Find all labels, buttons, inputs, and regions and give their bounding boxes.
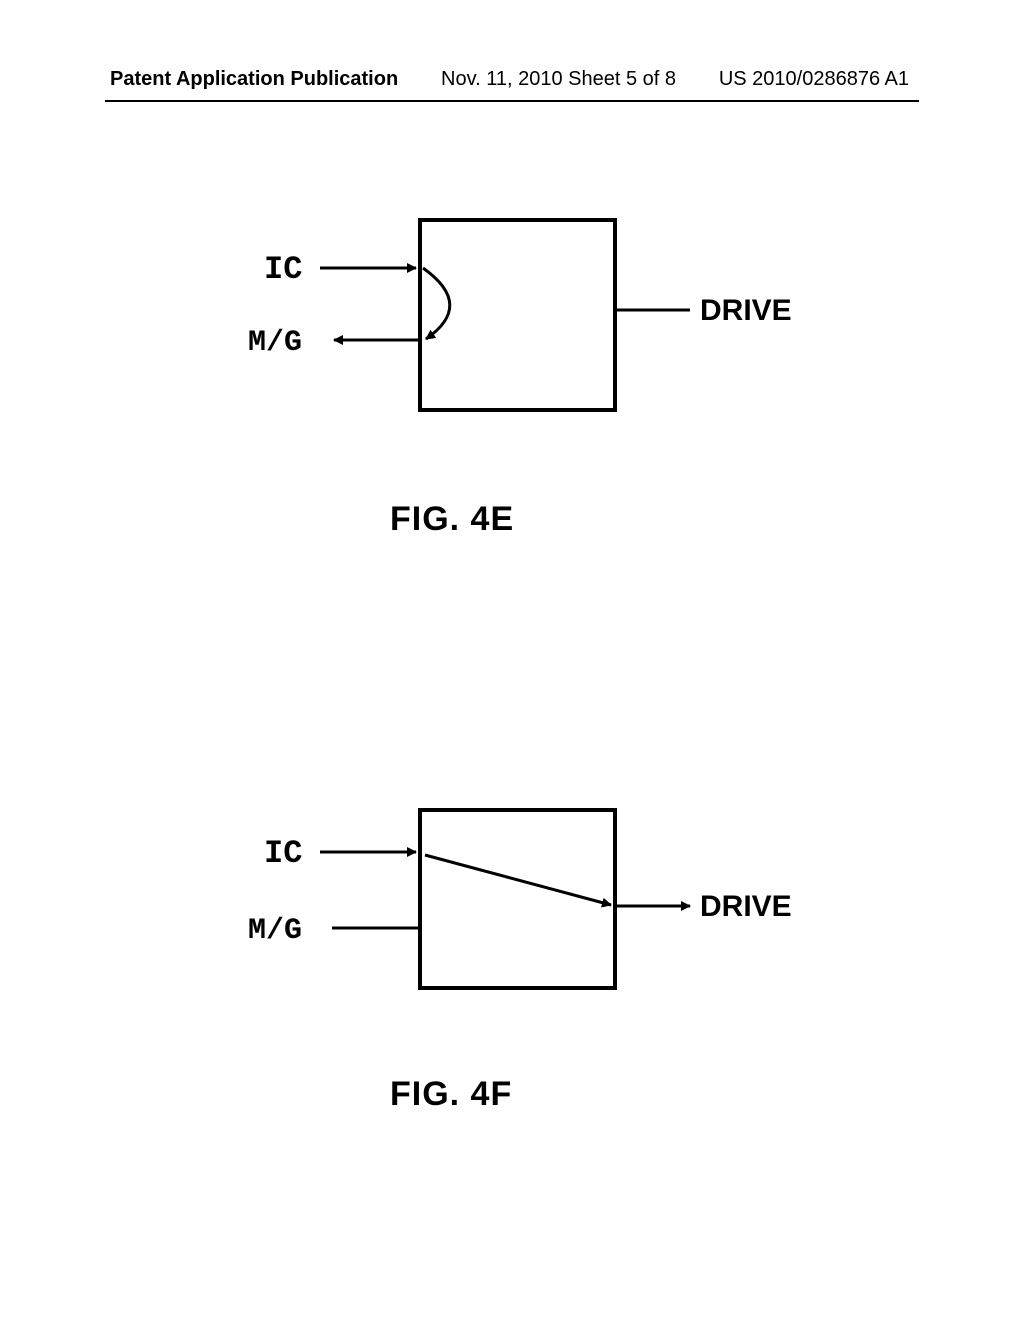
fig4f-drive-label: DRIVE <box>700 890 792 923</box>
fig4e-internal-arc <box>423 268 450 339</box>
fig4f-internal-diag <box>425 855 611 905</box>
fig4f-caption: FIG. 4F <box>390 1075 512 1114</box>
fig4e-ic-label: IC <box>264 251 302 288</box>
page-header: Patent Application Publication Nov. 11, … <box>0 68 1024 91</box>
figure-4f: IC M/G DRIVE <box>130 800 830 1030</box>
header-rule <box>105 100 919 102</box>
fig4e-caption: FIG. 4E <box>390 500 514 539</box>
figure-4e: IC M/G DRIVE <box>130 210 830 450</box>
fig4e-mg-label: M/G <box>248 326 302 360</box>
page: Patent Application Publication Nov. 11, … <box>0 0 1024 1320</box>
fig4e-drive-label: DRIVE <box>700 294 792 327</box>
header-center: Nov. 11, 2010 Sheet 5 of 8 <box>441 68 676 91</box>
figure-4f-svg: IC M/G DRIVE <box>130 800 830 1030</box>
figure-4e-svg: IC M/G DRIVE <box>130 210 830 450</box>
header-left: Patent Application Publication <box>110 68 398 91</box>
fig4f-ic-label: IC <box>264 835 302 872</box>
header-right: US 2010/0286876 A1 <box>719 68 909 91</box>
fig4f-mg-label: M/G <box>248 914 302 948</box>
